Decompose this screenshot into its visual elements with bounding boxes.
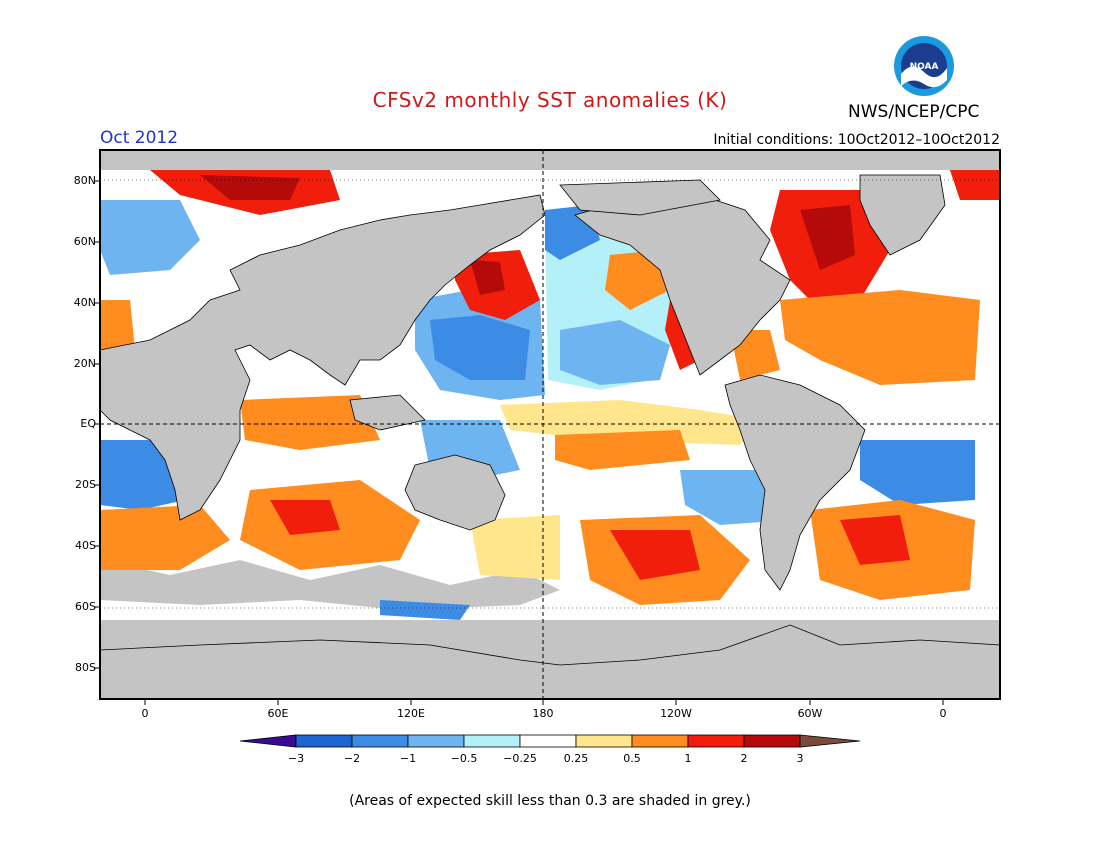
colorbar-bin-5 [519, 734, 577, 748]
colorbar-tick-label: 2 [740, 752, 748, 765]
lat-label-80n: 80N [73, 174, 96, 187]
month-label: Oct 2012 [100, 128, 179, 148]
lat-label-80s: 80S [75, 661, 96, 674]
colorbar-tick-label: 3 [796, 752, 804, 765]
initial-conditions-label: Initial conditions: 10Oct2012–10Oct2012 [713, 132, 1000, 148]
australia [404, 454, 506, 531]
colorbar-bin-3 [407, 734, 465, 748]
chart-title: CFSv2 monthly SST anomalies (K) [372, 88, 728, 112]
skill-legend-note: (Areas of expected skill less than 0.3 a… [349, 793, 751, 809]
lat-label-40s: 40S [75, 539, 96, 552]
south-america [724, 374, 866, 591]
noaa-logo: NOAA [894, 36, 954, 96]
colorbar-low-extension [239, 734, 297, 748]
lat-label-20n: 20N [73, 357, 96, 370]
colorbar-bin-4 [463, 734, 521, 748]
colorbar-bin-1 [295, 734, 353, 748]
colorbar-high-extension [799, 734, 861, 748]
axis-ticks [94, 180, 944, 705]
lon-label-180: 180 [532, 707, 554, 720]
colorbar-tick-label: 1 [684, 752, 692, 765]
map-panel [99, 149, 1001, 700]
colorbar [239, 734, 861, 748]
colorbar-tick-label: −1 [399, 752, 417, 765]
lon-label-120e: 120E [397, 707, 425, 720]
lon-label-120w: 120W [660, 707, 692, 720]
colorbar-tick-label: −0.25 [503, 752, 537, 765]
land-masses [99, 150, 1001, 700]
colorbar-tick-label: −2 [343, 752, 361, 765]
lat-label-20s: 20S [75, 478, 96, 491]
colorbar-bin-9 [743, 734, 801, 748]
arctic-islands [559, 179, 721, 216]
colorbar-bin-6 [575, 734, 633, 748]
warm-anomaly-areas [100, 170, 1000, 605]
colorbar-bin-2 [351, 734, 409, 748]
indonesia [349, 394, 426, 431]
colorbar-tick-label: 0.5 [623, 752, 641, 765]
svg-text:NOAA: NOAA [910, 62, 939, 72]
colorbar-tick-label: −0.5 [450, 752, 478, 765]
colorbar-bin-7 [631, 734, 689, 748]
antarctic-edge-left [100, 150, 1000, 165]
colorbar-bin-8 [687, 734, 745, 748]
lat-label-60s: 60S [75, 600, 96, 613]
colorbar-tick-label: −3 [287, 752, 305, 765]
lat-label-40n: 40N [73, 296, 96, 309]
africa-eurasia [99, 194, 546, 521]
lat-label-60n: 60N [73, 235, 96, 248]
lon-label-60w: 60W [797, 707, 823, 720]
colorbar-tick-label: 0.25 [563, 752, 589, 765]
lon-label-60e: 60E [267, 707, 289, 720]
lat-label-eq: EQ [80, 417, 96, 430]
lon-label-0-east: 0 [939, 707, 947, 720]
lon-label-0-west: 0 [141, 707, 149, 720]
agency-label: NWS/NCEP/CPC [848, 102, 980, 122]
